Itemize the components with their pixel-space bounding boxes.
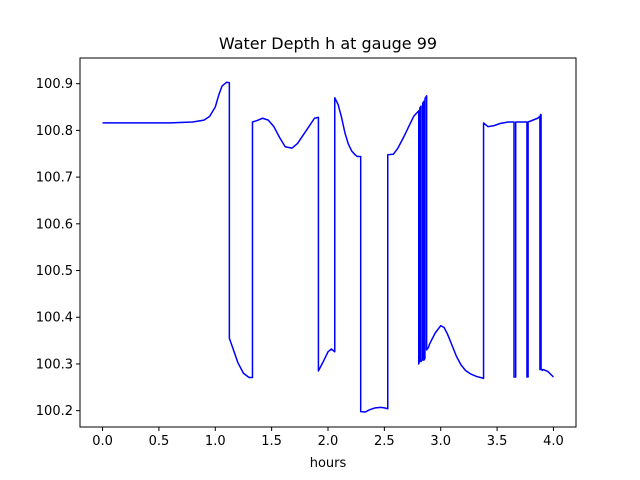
x-axis-ticks: 0.0 0.5 1.0 1.5 2.0 2.5 3.0 3.5 4.0 [92,427,564,449]
chart-title: Water Depth h at gauge 99 [219,34,437,53]
y-tick-label: 100.3 [36,357,73,372]
x-tick-label: 1.5 [261,434,282,449]
x-tick-label: 3.5 [487,434,508,449]
x-tick-label: 2.5 [374,434,395,449]
y-tick-label: 100.4 [36,311,73,326]
series-layer [102,81,554,413]
y-tick-label: 100.6 [36,217,73,232]
plot-area [80,58,576,427]
y-tick-label: 100.2 [36,404,73,419]
y-tick-label: 100.7 [36,171,73,186]
x-axis-label: hours [310,456,347,471]
y-tick-label: 100.8 [36,124,73,139]
y-tick-label: 100.5 [36,264,73,279]
y-tick-label: 100.9 [36,77,73,92]
x-tick-label: 0.0 [92,434,113,449]
y-axis-ticks: 100.2 100.3 100.4 100.5 100.6 100.7 100.8 100.9 [36,77,80,419]
x-tick-label: 3.0 [430,434,451,449]
x-tick-label: 4.0 [543,434,564,449]
series-line-0 [102,81,554,413]
x-tick-label: 0.5 [149,434,170,449]
x-tick-label: 1.0 [205,434,226,449]
x-tick-label: 2.0 [318,434,339,449]
